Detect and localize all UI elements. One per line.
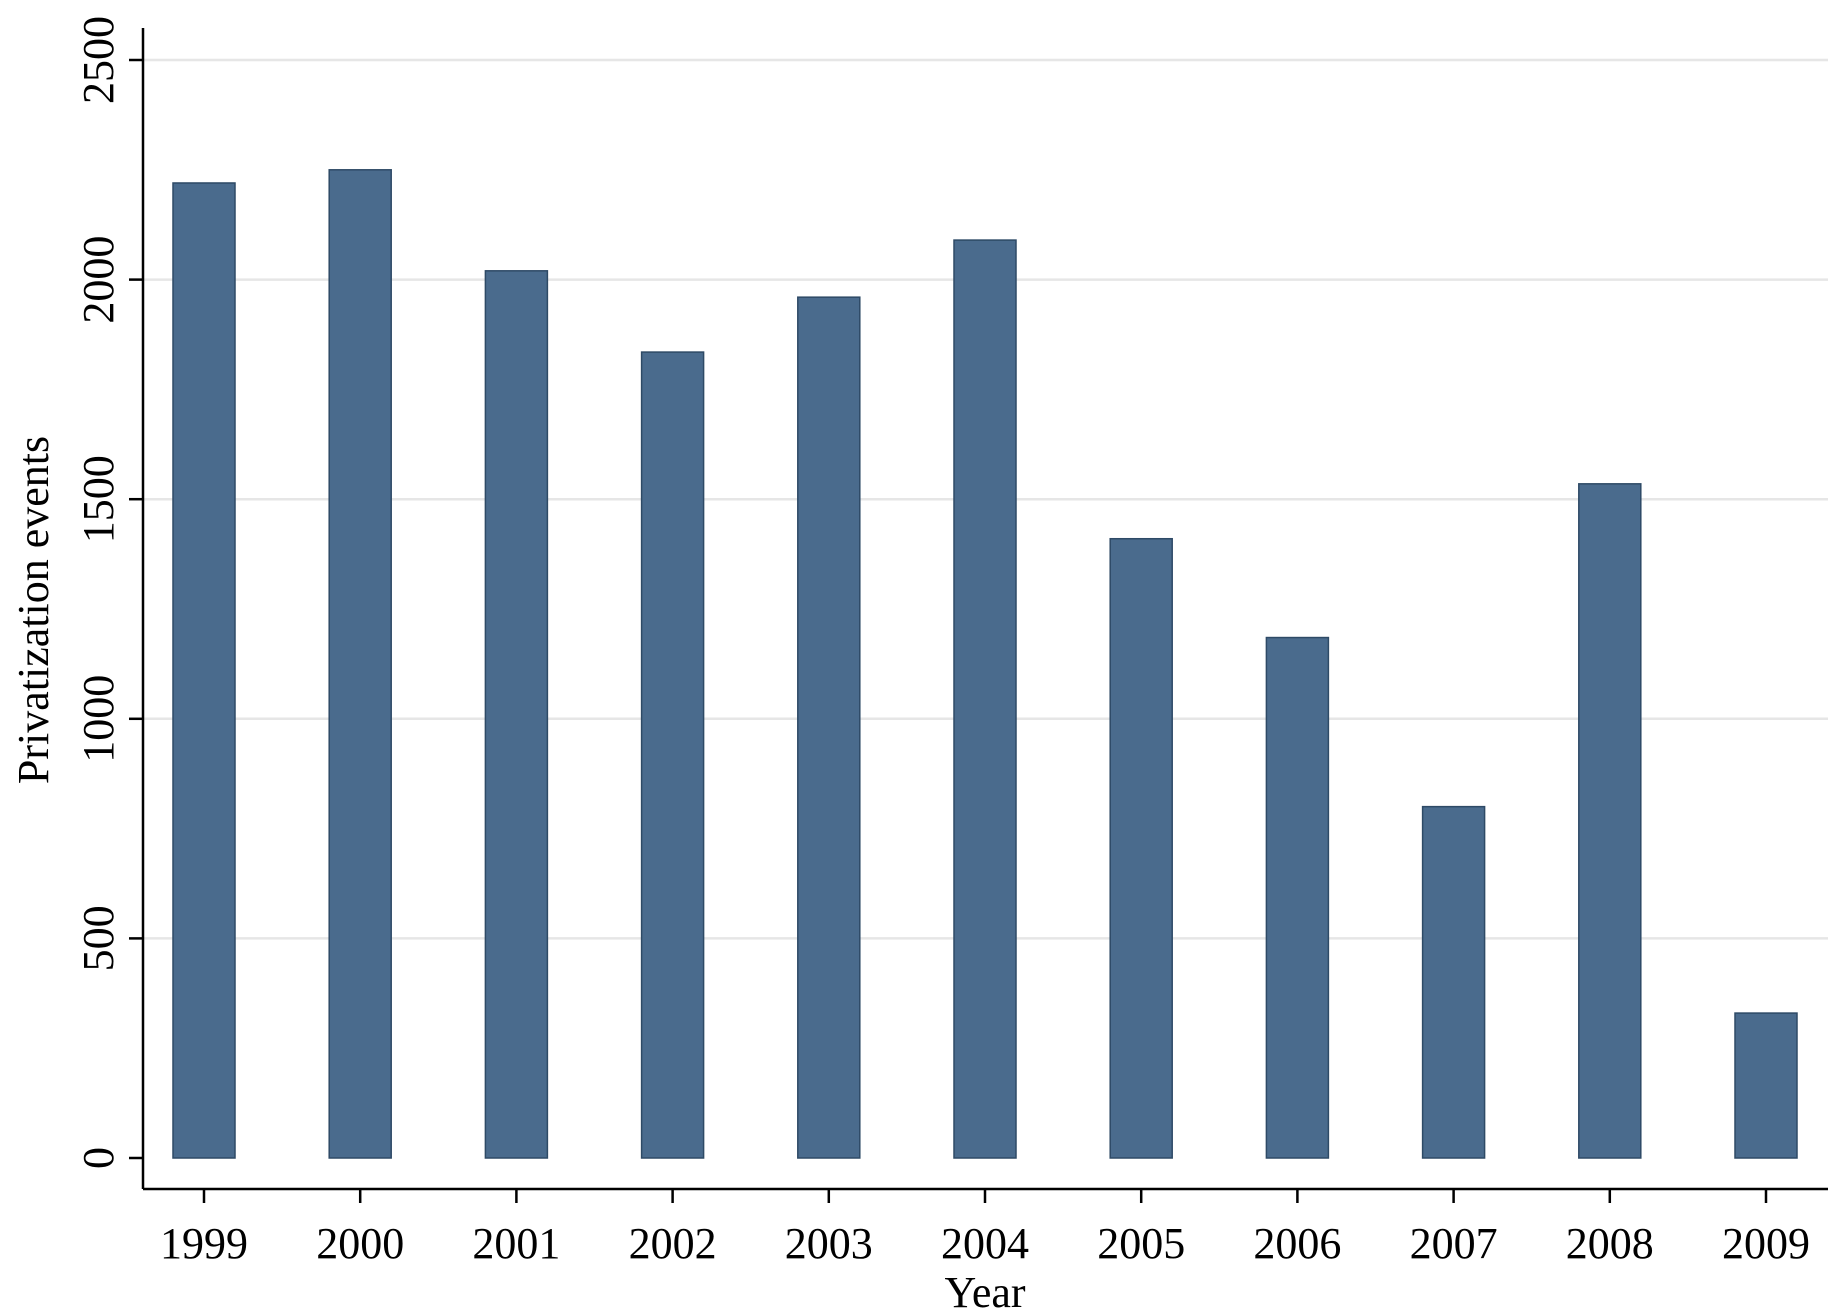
x-tick-label: 2008 — [1566, 1219, 1654, 1268]
x-axis-title: Year — [944, 1268, 1025, 1316]
x-tick-label: 2001 — [472, 1219, 560, 1268]
x-tick-label: 2002 — [629, 1219, 717, 1268]
bar-2006 — [1265, 636, 1330, 1159]
x-tick-label: 2009 — [1722, 1219, 1810, 1268]
bar-2000 — [328, 169, 392, 1159]
y-tick-label: 0 — [74, 1147, 123, 1169]
x-tick-label: 2004 — [941, 1219, 1029, 1268]
bar-2004 — [953, 239, 1017, 1159]
bar-2005 — [1109, 537, 1173, 1159]
y-tick-label: 1000 — [74, 675, 123, 763]
bar-2009 — [1734, 1012, 1798, 1159]
bar-2008 — [1578, 483, 1642, 1159]
x-tick-label: 2005 — [1097, 1219, 1185, 1268]
y-tick-label: 2000 — [74, 236, 123, 324]
y-tick-label: 2500 — [74, 16, 123, 104]
bar-2001 — [484, 270, 549, 1159]
bars — [172, 169, 1798, 1159]
y-axis-ticks: 0 500 1000 1500 2000 2500 — [74, 16, 143, 1169]
bar-2007 — [1421, 805, 1486, 1159]
y-tick-label: 1500 — [74, 455, 123, 543]
bar-2002 — [640, 351, 705, 1159]
x-tick-label: 1999 — [160, 1219, 248, 1268]
y-axis-title: Privatization events — [9, 436, 58, 784]
x-axis-ticks: 1999 2000 2001 2002 2003 2004 2005 2006 2007 2008… — [160, 1189, 1810, 1268]
bar-2003 — [797, 296, 861, 1159]
y-tick-label: 500 — [74, 905, 123, 971]
x-tick-label: 2006 — [1253, 1219, 1341, 1268]
x-tick-label: 2007 — [1410, 1219, 1498, 1268]
bar-1999 — [172, 182, 236, 1159]
x-tick-label: 2003 — [785, 1219, 873, 1268]
x-tick-label: 2000 — [316, 1219, 404, 1268]
